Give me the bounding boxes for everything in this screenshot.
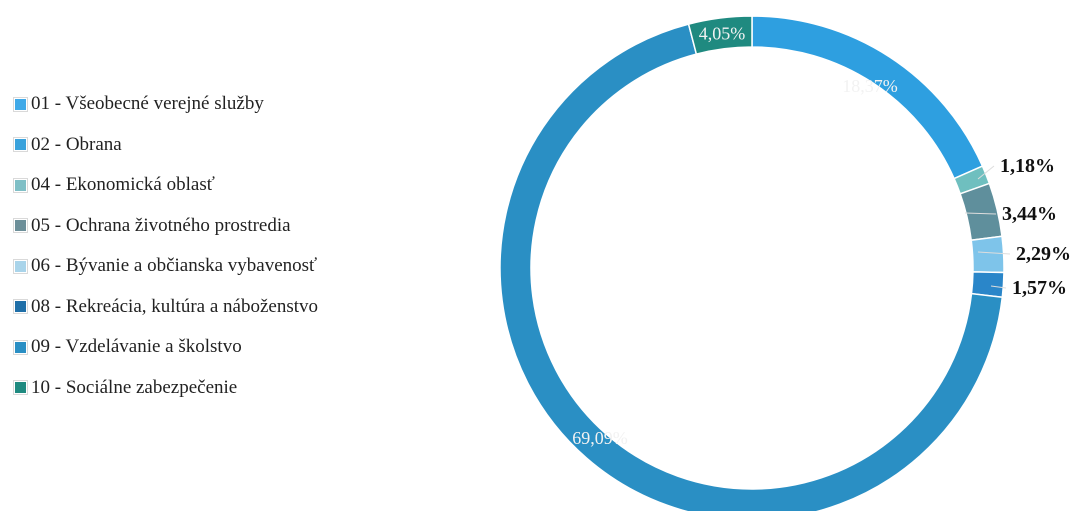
slice-label: 1,57% xyxy=(1012,277,1067,299)
donut-slice xyxy=(499,23,1004,511)
label-leader-line xyxy=(977,165,995,180)
legend-swatch xyxy=(14,97,27,111)
slice-label: 2,29% xyxy=(1016,243,1071,265)
label-leader-line xyxy=(977,251,1011,255)
donut-slice xyxy=(687,15,753,56)
slice-label: 18,37% xyxy=(842,76,898,96)
legend-label: 09 - Vzdelávanie a školstvo xyxy=(31,336,242,358)
legend-item: 04 - Ekonomická oblasť xyxy=(14,165,318,206)
legend-swatch xyxy=(14,138,27,152)
legend-item: 09 - Vzdelávanie a školstvo xyxy=(14,327,318,368)
legend-label: 06 - Bývanie a občianska vybavenosť xyxy=(31,255,318,277)
legend-swatch xyxy=(14,259,27,273)
donut-slice xyxy=(970,271,1005,299)
legend-item: 01 - Všeobecné verejné služby xyxy=(14,84,318,125)
donut-slice xyxy=(959,182,1003,242)
legend-swatch xyxy=(14,219,27,233)
legend-swatch xyxy=(14,178,27,192)
legend-label: 05 - Ochrana životného prostredia xyxy=(31,214,291,236)
legend-swatch xyxy=(14,300,27,314)
legend-label: 08 - Rekreácia, kultúra a náboženstvo xyxy=(31,295,318,317)
slice-label: 4,05% xyxy=(699,23,746,43)
legend-label: 02 - Obrana xyxy=(31,133,122,155)
legend-item: 10 - Sociálne zabezpečenie xyxy=(14,368,318,409)
legend-item: 08 - Rekreácia, kultúra a náboženstvo xyxy=(14,287,318,328)
label-leader-line xyxy=(990,285,1007,289)
legend-label: 10 - Sociálne zabezpečenie xyxy=(31,376,238,398)
legend-item: 06 - Bývanie a občianska vybavenosť xyxy=(14,246,318,287)
legend-swatch xyxy=(14,340,27,354)
label-leader-line xyxy=(964,212,997,215)
legend-swatch xyxy=(14,381,27,395)
slice-labels: 18,37% 1,18% 3,44% 2,29% 1,57% 69,09% 4,05% xyxy=(572,23,1071,448)
slice-label: 69,09% xyxy=(572,428,628,448)
legend-label: 01 - Všeobecné verejné služby xyxy=(31,93,264,115)
donut-slice xyxy=(751,15,984,180)
legend-item: 05 - Ochrana životného prostredia xyxy=(14,206,318,247)
legend-label: 04 - Ekonomická oblasť xyxy=(31,174,215,196)
legend-item: 02 - Obrana xyxy=(14,125,318,166)
slice-label: 1,18% xyxy=(1000,155,1055,177)
slice-label: 3,44% xyxy=(1002,203,1057,225)
donut-slices xyxy=(499,15,1005,511)
donut-slice xyxy=(970,235,1005,274)
chart-legend: 01 - Všeobecné verejné služby 02 - Obrana… xyxy=(14,84,318,408)
